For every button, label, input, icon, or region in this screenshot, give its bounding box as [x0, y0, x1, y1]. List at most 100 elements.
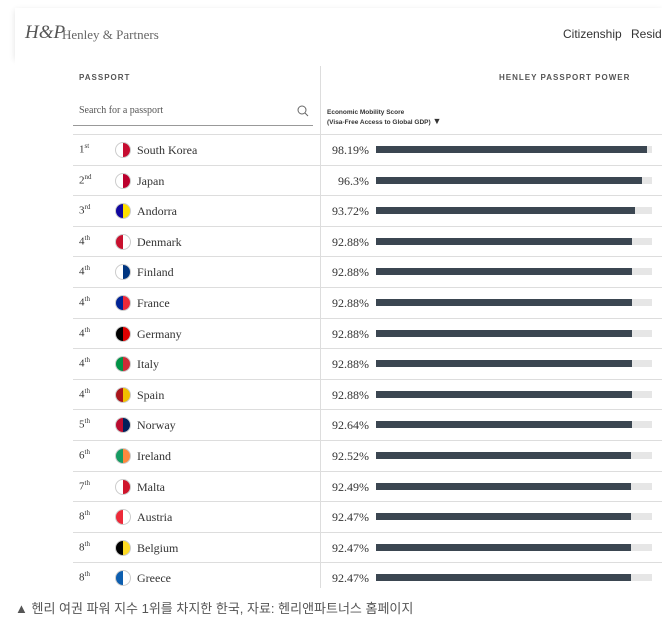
rank-number: 8 [79, 541, 85, 554]
rank: 1st [79, 142, 89, 156]
rank: 2nd [79, 173, 92, 187]
rank: 4th [79, 234, 90, 248]
score-bar [376, 421, 632, 429]
flag [115, 142, 131, 158]
score-bar [376, 299, 633, 306]
bar-track [376, 482, 652, 490]
flag [115, 172, 131, 189]
rank: 4th [79, 264, 90, 278]
score-label: 92.64% [332, 418, 369, 433]
rank-suffix: th [84, 448, 90, 456]
score-label: 92.88% [332, 265, 369, 280]
rank-number: 2 [79, 174, 85, 187]
rank-number: 4 [79, 266, 85, 279]
country-name: Spain [137, 387, 165, 402]
bar-track [376, 574, 652, 582]
rank-number: 3 [79, 204, 85, 217]
table-row[interactable]: 4th Italy 92.88% [73, 348, 662, 379]
flag [115, 356, 131, 373]
score-label: 92.52% [332, 449, 369, 463]
placeholder: Search for a passport [79, 105, 164, 116]
country-name: Norway [137, 418, 176, 433]
table-row[interactable]: 2nd Japan 96.3% [73, 164, 662, 196]
rank-suffix: th [84, 417, 90, 426]
flag [115, 478, 131, 495]
score-label: 92.88% [332, 296, 369, 310]
bar-track [376, 237, 652, 245]
flag [115, 448, 131, 464]
table-row[interactable]: 6th Ireland 92.52% [73, 440, 662, 471]
table-row[interactable]: 8th Belgium 92.47% [73, 531, 662, 563]
table-row[interactable]: 5th Norway 92.64% [73, 409, 662, 440]
score-label: 92.47% [332, 540, 369, 555]
search-input[interactable]: Search for a passport [73, 96, 313, 126]
flag [115, 233, 131, 250]
rank-number: 4 [79, 357, 85, 370]
rank-suffix: th [84, 233, 90, 242]
bar-track [376, 360, 652, 368]
nav-link[interactable]: Reside [631, 27, 662, 41]
sort-header[interactable]: Economic Mobility Score (Visa-Free Acces… [327, 108, 441, 127]
table-row[interactable]: 4th Germany 92.88% [73, 317, 662, 349]
rank-number: 5 [79, 419, 85, 432]
score-label: 92.49% [332, 479, 369, 494]
score-bar [376, 207, 635, 215]
rank-number: 8 [79, 510, 85, 523]
score-bar [376, 360, 633, 368]
score-label: 96.3% [338, 173, 369, 188]
table-row[interactable]: 7th Malta 92.49% [73, 470, 662, 502]
bar-track [376, 390, 652, 398]
rank-number: 7 [79, 480, 85, 493]
divider [320, 66, 321, 588]
country-name: Ireland [137, 449, 171, 463]
brand[interactable]: Henley & Partners [62, 27, 159, 42]
country-name: France [137, 296, 170, 310]
country-name: Italy [137, 357, 159, 372]
rank-suffix: th [84, 264, 90, 273]
rank: 4th [79, 326, 90, 340]
score-subtitle: (Visa-Free Access to Global GDP) [327, 119, 431, 126]
ranking-table: PASSPORT HENLEY PASSPORT POWER Search fo… [15, 58, 662, 588]
rank-suffix: th [84, 325, 90, 334]
rank: 3rd [79, 203, 90, 217]
sort-arrow[interactable]: ▼ [432, 116, 442, 126]
rank: 8th [79, 570, 90, 584]
score-bar [376, 329, 633, 337]
score-bar [376, 237, 633, 245]
table-row[interactable]: 4th Spain 92.88% [73, 378, 662, 410]
rank-number: 1 [79, 143, 85, 156]
bar-track [376, 207, 652, 215]
country-name: Germany [137, 326, 182, 341]
country-name: Belgium [137, 540, 179, 555]
bar-track [376, 268, 652, 276]
rank-suffix: st [84, 142, 90, 150]
bar-track [376, 452, 652, 459]
score-title: Economic Mobility Score [327, 109, 405, 116]
score-bar [376, 482, 632, 490]
flag [115, 509, 131, 526]
score-label: 92.47% [332, 510, 369, 525]
score-label: 92.88% [332, 234, 369, 249]
flag [115, 417, 131, 434]
score-bar [376, 176, 642, 184]
score-bar [376, 543, 632, 551]
search-icon[interactable] [297, 105, 309, 117]
table-row[interactable]: 3rd Andorra 93.72% [73, 195, 662, 226]
table-row[interactable]: 1st South Korea 98.19% [73, 134, 662, 165]
rank: 7th [79, 479, 90, 493]
flag [115, 295, 131, 311]
rank-suffix: th [84, 356, 90, 365]
logo[interactable]: H&P [25, 22, 66, 43]
score-bar [376, 574, 632, 582]
table-row[interactable]: 4th France 92.88% [73, 287, 662, 318]
header: H&P Henley & Partners Citizenship Reside [15, 8, 662, 58]
table-row[interactable]: 8th Austria 92.47% [73, 501, 662, 532]
column-header: PASSPORT [79, 73, 131, 82]
score-label: 98.19% [332, 143, 369, 157]
table-row[interactable]: 4th Finland 92.88% [73, 256, 662, 287]
nav-link[interactable]: Citizenship [563, 27, 622, 41]
table-row[interactable]: 4th Denmark 92.88% [73, 225, 662, 257]
table-row[interactable]: 8th Greece 92.47% [73, 562, 662, 588]
rank-suffix: th [84, 386, 90, 395]
